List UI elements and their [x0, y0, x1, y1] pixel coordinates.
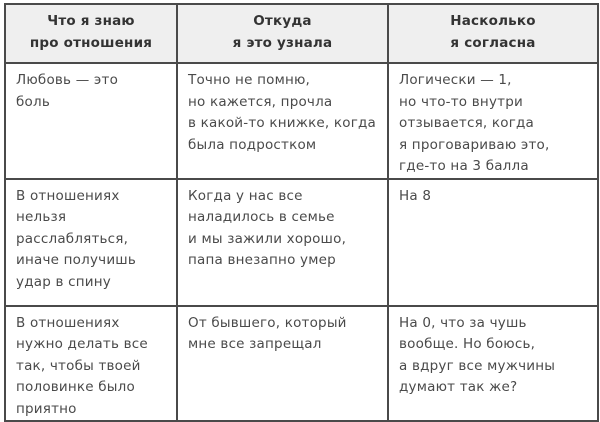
header-what-i-know: Что я знаю про отношения — [4, 3, 178, 64]
beliefs-table: Что я знаю про отношения Откуда я это уз… — [4, 3, 599, 422]
table-cell: Логически — 1, но что-то внутри отзывает… — [387, 62, 599, 180]
header-where-learned: Откуда я это узнала — [176, 3, 389, 64]
table-row: Любовь — это боль Точно не помню, но каж… — [4, 62, 599, 180]
table-cell: Когда у нас все наладилось в семье и мы … — [176, 177, 389, 307]
table-cell: На 8 — [387, 177, 599, 307]
table-cell: Любовь — это боль — [4, 62, 178, 180]
table-row: В отношениях нельзя расслабляться, иначе… — [4, 177, 599, 307]
table-cell: На 0, что за чушь вообще. Но боюсь, а вд… — [387, 304, 599, 422]
header-agreement: Насколько я согласна — [387, 3, 599, 64]
table-cell: В отношениях нельзя расслабляться, иначе… — [4, 177, 178, 307]
table-cell: Точно не помню, но кажется, прочла в как… — [176, 62, 389, 180]
table-cell: В отношениях нужно делать все так, чтобы… — [4, 304, 178, 422]
table-cell: От бывшего, который мне все запрещал — [176, 304, 389, 422]
table-row: В отношениях нужно делать все так, чтобы… — [4, 304, 599, 422]
header-row: Что я знаю про отношения Откуда я это уз… — [4, 3, 599, 64]
